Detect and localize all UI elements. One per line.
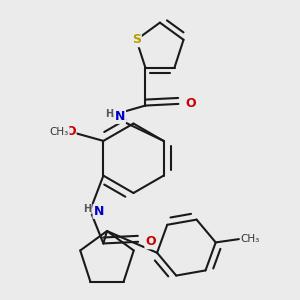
Text: CH₃: CH₃: [50, 127, 69, 137]
Text: O: O: [146, 235, 156, 248]
Text: H: H: [83, 204, 91, 214]
Text: O: O: [65, 125, 76, 138]
Text: S: S: [132, 33, 141, 46]
Text: N: N: [115, 110, 125, 123]
Text: methoxy: methoxy: [46, 131, 52, 132]
Text: O: O: [186, 98, 196, 110]
Text: CH₃: CH₃: [241, 234, 260, 244]
Text: N: N: [94, 205, 104, 218]
Text: H: H: [105, 109, 113, 119]
